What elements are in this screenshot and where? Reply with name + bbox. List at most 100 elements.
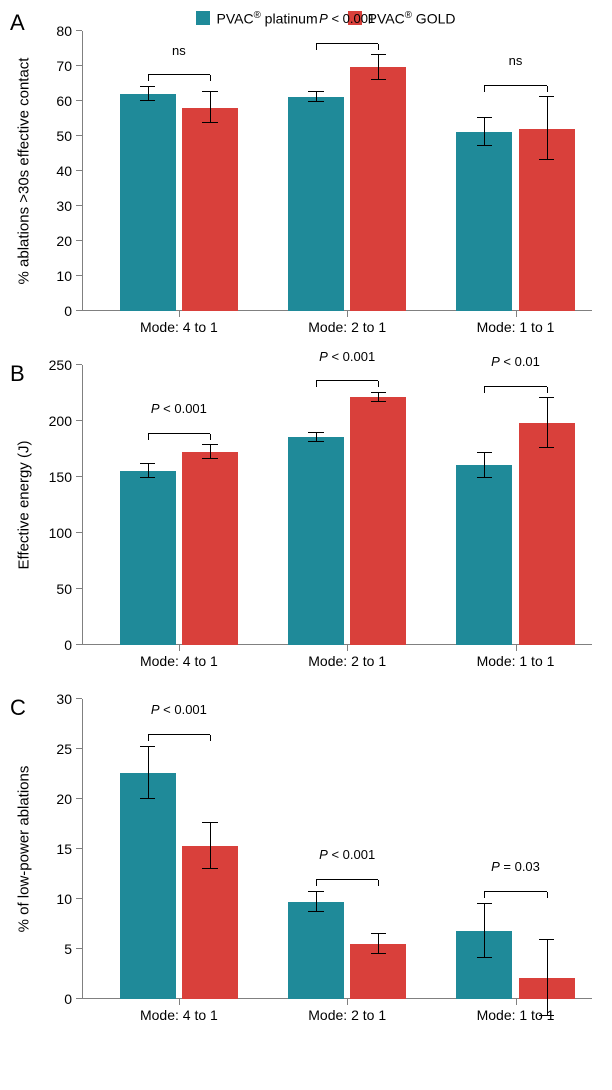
error-cap: [371, 79, 386, 80]
error-cap: [477, 903, 492, 904]
error-cap: [140, 746, 155, 747]
error-cap: [539, 939, 554, 940]
bar: [350, 67, 406, 310]
legend-label: PVAC® GOLD: [368, 10, 456, 27]
plot: 01020304050607080Mode: 4 to 1nsMode: 2 t…: [82, 31, 592, 311]
error-cap: [539, 447, 554, 448]
sig-bracket: [484, 386, 546, 387]
error-bar: [378, 934, 379, 954]
y-tick-label: 40: [56, 163, 82, 179]
bar: [456, 132, 512, 311]
sig-bracket-tick: [316, 880, 317, 886]
sig-bracket: [148, 734, 210, 735]
error-bar: [148, 747, 149, 799]
y-axis: [82, 699, 83, 999]
y-tick-label: 10: [56, 891, 82, 907]
x-tick-label: Mode: 4 to 1: [140, 645, 218, 669]
error-cap: [308, 891, 323, 892]
error-cap: [371, 54, 386, 55]
sig-bracket-tick: [547, 892, 548, 898]
sig-bracket-tick: [547, 387, 548, 393]
sig-label: P < 0.001: [151, 401, 207, 416]
error-cap: [202, 822, 217, 823]
sig-label: ns: [509, 53, 523, 68]
bar: [182, 108, 238, 311]
sig-bracket: [148, 74, 210, 75]
x-tick-label: Mode: 2 to 1: [308, 999, 386, 1023]
error-cap: [140, 100, 155, 101]
x-tick-label: Mode: 4 to 1: [140, 311, 218, 335]
y-axis-label: % ablations >30s effective contact: [16, 57, 33, 284]
sig-label: P < 0.001: [319, 349, 375, 364]
error-bar: [484, 118, 485, 146]
sig-label: P = 0.03: [491, 859, 540, 874]
error-bar: [210, 823, 211, 869]
legend-label: PVAC® platinum: [216, 10, 317, 27]
bar: [182, 452, 238, 645]
sig-bracket-tick: [210, 735, 211, 741]
error-bar: [316, 892, 317, 912]
sig-bracket: [484, 891, 546, 892]
error-cap: [202, 122, 217, 123]
error-bar: [547, 398, 548, 447]
y-tick-label: 20: [56, 233, 82, 249]
error-cap: [539, 397, 554, 398]
bar: [120, 94, 176, 311]
error-cap: [371, 933, 386, 934]
bar: [120, 773, 176, 999]
error-cap: [308, 441, 323, 442]
error-bar: [148, 87, 149, 101]
sig-bracket-tick: [210, 75, 211, 81]
chart-area: 051015202530Mode: 4 to 1P < 0.001Mode: 2…: [82, 699, 592, 999]
sig-bracket-tick: [148, 75, 149, 81]
panel-A: A PVAC® platinum PVAC® GOLD 010203040506070…: [10, 10, 602, 341]
sig-bracket-tick: [547, 86, 548, 92]
sig-bracket: [484, 85, 546, 86]
plot: 051015202530Mode: 4 to 1P < 0.001Mode: 2…: [82, 699, 592, 999]
bar: [288, 437, 344, 644]
bar: [120, 471, 176, 645]
y-tick-label: 20: [56, 791, 82, 807]
chart-area: 01020304050607080Mode: 4 to 1nsMode: 2 t…: [82, 31, 592, 311]
y-axis-label: Effective energy (J): [16, 440, 33, 569]
sig-bracket-tick: [378, 44, 379, 50]
error-bar: [378, 55, 379, 80]
bar: [288, 902, 344, 999]
sig-bracket: [316, 380, 378, 381]
sig-bracket: [316, 879, 378, 880]
y-tick-label: 80: [56, 23, 82, 39]
y-axis: [82, 31, 83, 311]
error-bar: [484, 904, 485, 958]
y-tick-label: 10: [56, 268, 82, 284]
y-tick-label: 0: [64, 637, 82, 653]
x-tick-label: Mode: 2 to 1: [308, 645, 386, 669]
error-cap: [477, 477, 492, 478]
y-tick-label: 5: [64, 941, 82, 957]
sig-bracket: [316, 43, 378, 44]
y-tick-label: 50: [56, 128, 82, 144]
y-tick-label: 250: [49, 357, 82, 373]
sig-bracket: [148, 433, 210, 434]
y-tick-label: 30: [56, 198, 82, 214]
error-cap: [308, 91, 323, 92]
plot: 050100150200250Mode: 4 to 1P < 0.001Mode…: [82, 365, 592, 645]
x-tick-label: Mode: 2 to 1: [308, 311, 386, 335]
x-tick-label: Mode: 4 to 1: [140, 999, 218, 1023]
error-bar: [148, 464, 149, 477]
y-tick-label: 0: [64, 303, 82, 319]
error-cap: [140, 477, 155, 478]
sig-bracket-tick: [210, 434, 211, 440]
error-bar: [210, 92, 211, 124]
sig-bracket-tick: [378, 880, 379, 886]
sig-label: P < 0.001: [151, 702, 207, 717]
sig-bracket-tick: [484, 892, 485, 898]
panel-letter: B: [10, 361, 25, 387]
error-bar: [210, 445, 211, 458]
error-cap: [308, 911, 323, 912]
panel-letter: A: [10, 10, 25, 36]
error-bar: [484, 453, 485, 478]
error-cap: [140, 798, 155, 799]
sig-bracket-tick: [484, 387, 485, 393]
y-tick-label: 50: [56, 581, 82, 597]
sig-bracket-tick: [484, 86, 485, 92]
